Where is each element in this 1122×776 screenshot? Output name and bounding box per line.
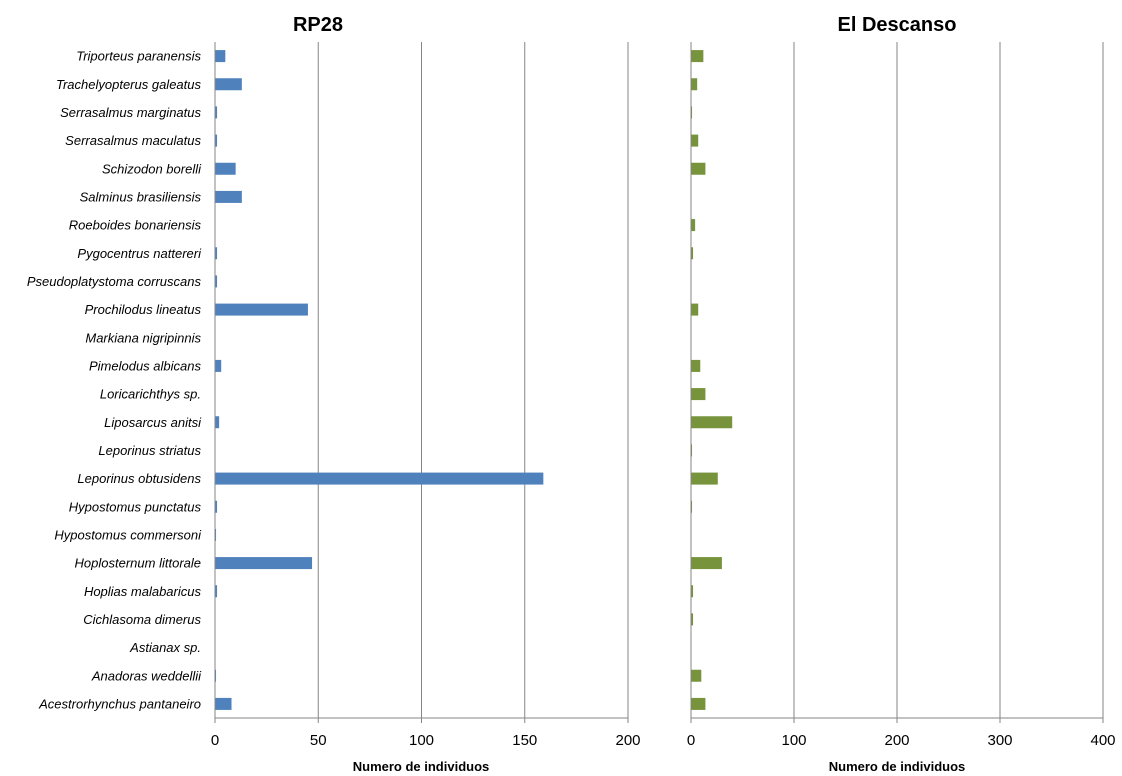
category-label: Hoplosternum littorale bbox=[75, 556, 201, 571]
category-label: Salminus brasiliensis bbox=[80, 189, 202, 204]
x-tick-label-el-descanso: 300 bbox=[987, 732, 1012, 749]
bar-pygocentrus-nattereri bbox=[215, 247, 218, 260]
bar-leporinus-striatus bbox=[691, 444, 693, 457]
bar-pseudoplatystoma-corruscans bbox=[215, 275, 218, 288]
category-label: Trachelyopterus galeatus bbox=[56, 77, 202, 92]
category-label: Roeboides bonariensis bbox=[69, 218, 202, 233]
bar-hoplias-malabaricus bbox=[691, 585, 694, 598]
bar-liposarcus-anitsi bbox=[691, 416, 733, 429]
bar-liposarcus-anitsi bbox=[215, 416, 220, 429]
bar-pygocentrus-nattereri bbox=[691, 247, 694, 260]
bar-prochilodus-lineatus bbox=[215, 303, 308, 316]
bar-leporinus-obtusidens bbox=[215, 472, 544, 485]
bar-pimelodus-albicans bbox=[691, 359, 701, 372]
category-label: Anadoras weddellii bbox=[91, 668, 202, 683]
category-label: Cichlasoma dimerus bbox=[83, 612, 201, 627]
category-label: Pygocentrus nattereri bbox=[77, 246, 202, 261]
bar-anadoras-weddellii bbox=[215, 669, 217, 682]
bar-hoplosternum-littorale bbox=[215, 557, 313, 570]
bar-serrasalmus-maculatus bbox=[215, 134, 218, 147]
bar-pimelodus-albicans bbox=[215, 359, 222, 372]
category-label: Hypostomus commersoni bbox=[54, 527, 202, 542]
bar-hypostomus-punctatus bbox=[691, 500, 693, 513]
bar-loricarichthys-sp bbox=[691, 388, 706, 401]
bar-schizodon-borelli bbox=[215, 162, 236, 175]
category-label: Leporinus striatus bbox=[98, 443, 201, 458]
bar-anadoras-weddellii bbox=[691, 669, 702, 682]
category-label: Hypostomus punctatus bbox=[69, 499, 202, 514]
bar-hoplias-malabaricus bbox=[215, 585, 218, 598]
chart-title-rp28: RP28 bbox=[293, 14, 343, 36]
bar-acestrorhynchus-pantaneiro bbox=[215, 697, 232, 710]
x-tick-label-el-descanso: 100 bbox=[781, 732, 806, 749]
bar-leporinus-obtusidens bbox=[691, 472, 718, 485]
bar-roeboides-bonariensis bbox=[691, 219, 696, 232]
category-label: Pseudoplatystoma corruscans bbox=[27, 274, 202, 289]
x-tick-label-rp28: 200 bbox=[615, 732, 640, 749]
x-axis-title-rp28: Numero de individuos bbox=[353, 759, 490, 774]
category-label: Astianax sp. bbox=[129, 640, 201, 655]
bar-prochilodus-lineatus bbox=[691, 303, 699, 316]
category-label: Leporinus obtusidens bbox=[77, 471, 201, 486]
category-label: Serrasalmus maculatus bbox=[65, 133, 201, 148]
bar-acestrorhynchus-pantaneiro bbox=[691, 697, 706, 710]
x-tick-label-el-descanso: 200 bbox=[884, 732, 909, 749]
bar-hypostomus-punctatus bbox=[215, 500, 218, 513]
bar-serrasalmus-maculatus bbox=[691, 134, 699, 147]
x-tick-label-rp28: 50 bbox=[310, 732, 327, 749]
category-label: Pimelodus albicans bbox=[89, 358, 202, 373]
bar-serrasalmus-marginatus bbox=[691, 106, 693, 119]
category-label: Loricarichthys sp. bbox=[100, 387, 201, 402]
x-tick-label-rp28: 100 bbox=[409, 732, 434, 749]
bar-schizodon-borelli bbox=[691, 162, 706, 175]
panel-rp28: 0 50 100 150 200 bbox=[211, 42, 641, 749]
bar-hypostomus-commersoni bbox=[215, 528, 217, 541]
bar-triporteus-paranensis bbox=[691, 50, 704, 63]
bar-hoplosternum-littorale bbox=[691, 557, 722, 570]
bar-salminus-brasiliensis bbox=[215, 190, 242, 203]
category-label: Markiana nigripinnis bbox=[85, 330, 201, 345]
category-label: Triporteus paranensis bbox=[76, 49, 201, 64]
bar-trachelyopterus-galeatus bbox=[215, 78, 242, 91]
bar-cichlasoma-dimerus bbox=[691, 613, 694, 626]
bar-trachelyopterus-galeatus bbox=[691, 78, 698, 91]
category-label: Schizodon borelli bbox=[102, 161, 202, 176]
bar-serrasalmus-marginatus bbox=[215, 106, 218, 119]
category-label: Serrasalmus marginatus bbox=[60, 105, 201, 120]
category-label: Hoplias malabaricus bbox=[84, 584, 202, 599]
bar-triporteus-paranensis bbox=[215, 50, 226, 63]
x-tick-label-el-descanso: 400 bbox=[1090, 732, 1115, 749]
x-axis-title-el-descanso: Numero de individuos bbox=[829, 759, 966, 774]
x-tick-label-el-descanso: 0 bbox=[687, 732, 695, 749]
category-label: Liposarcus anitsi bbox=[104, 415, 202, 430]
category-label: Acestrorhynchus pantaneiro bbox=[38, 696, 201, 711]
x-tick-label-rp28: 150 bbox=[512, 732, 537, 749]
chart-title-el-descanso: El Descanso bbox=[838, 14, 957, 36]
category-label: Prochilodus lineatus bbox=[85, 302, 202, 317]
panel-el-descanso: 0 100 200 300 400 bbox=[687, 42, 1116, 749]
category-labels: Triporteus paranensis Trachelyopterus gal… bbox=[27, 49, 202, 712]
x-tick-label-rp28: 0 bbox=[211, 732, 219, 749]
